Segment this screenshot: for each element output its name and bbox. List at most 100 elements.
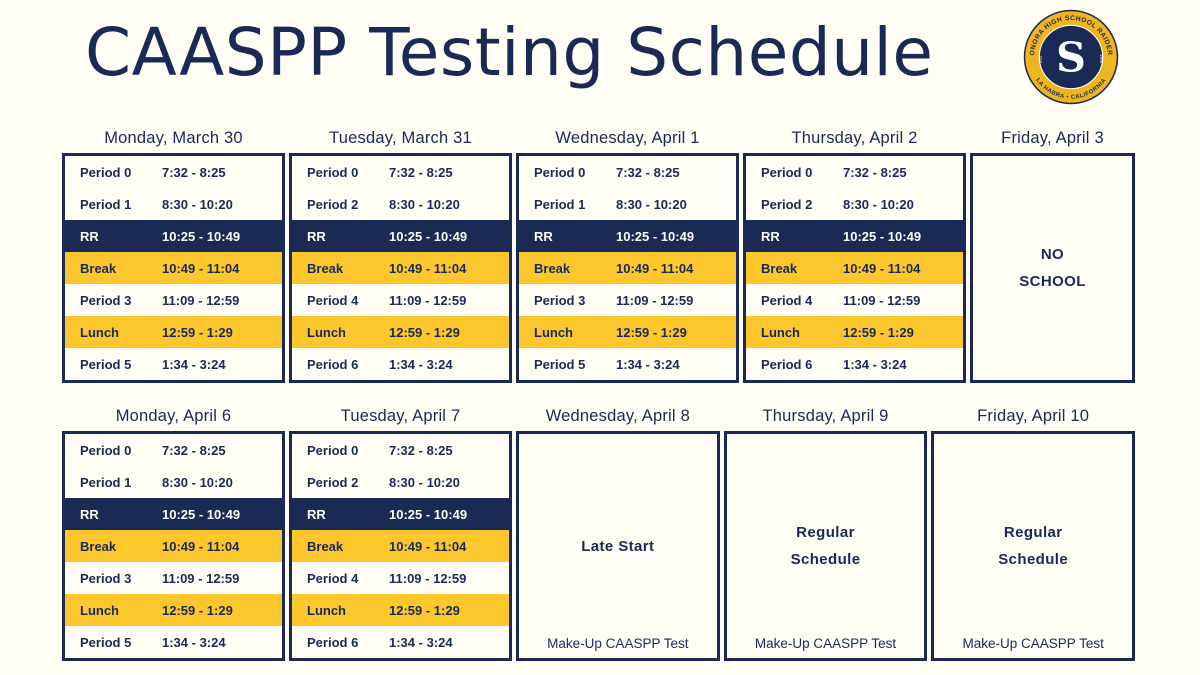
schedule-row: Period 2 8:30 - 10:20 xyxy=(292,188,509,220)
period-label: RR xyxy=(534,228,553,244)
title-row: CAASPP Testing Schedule SONORA HIGH SCHO… xyxy=(0,0,1200,120)
period-label: Period 1 xyxy=(80,474,132,490)
period-label: Period 6 xyxy=(307,356,359,372)
day-header: Thursday, April 2 xyxy=(791,129,918,147)
schedule-row: Break 10:49 - 11:04 xyxy=(292,252,509,284)
schedule-row: Period 4 11:09 - 12:59 xyxy=(292,284,509,316)
schedule-row: RR 10:25 - 10:49 xyxy=(292,498,509,530)
period-time: 12:59 - 1:29 xyxy=(389,324,460,340)
day-header: Wednesday, April 1 xyxy=(555,129,700,147)
school-logo-badge: SONORA HIGH SCHOOL RAIDERS LA HABRA • CA… xyxy=(1023,9,1119,105)
period-time: 1:34 - 3:24 xyxy=(389,356,453,372)
note-footer: Make-Up CAASPP Test xyxy=(962,636,1104,651)
schedule-table: Period 0 7:32 - 8:25 Period 1 8:30 - 10:20 R… xyxy=(516,153,739,383)
schedule-table: Period 0 7:32 - 8:25 Period 2 8:30 - 10:20 R… xyxy=(289,431,512,661)
period-label: Period 0 xyxy=(307,164,359,180)
period-label: Period 6 xyxy=(761,356,813,372)
period-label: Period 3 xyxy=(80,292,132,308)
period-time: 7:32 - 8:25 xyxy=(843,164,907,180)
schedule-row: Period 6 1:34 - 3:24 xyxy=(746,348,963,380)
period-label: Period 0 xyxy=(80,164,132,180)
school-logo: SONORA HIGH SCHOOL RAIDERS LA HABRA • CA… xyxy=(1023,9,1119,105)
week-row-1: Monday, March 30 Period 0 7:32 - 8:25 Perio… xyxy=(62,128,1135,383)
period-time: 12:59 - 1:29 xyxy=(616,324,687,340)
period-time: 10:25 - 10:49 xyxy=(162,228,241,244)
period-label: Period 0 xyxy=(761,164,813,180)
period-time: 7:32 - 8:25 xyxy=(162,442,226,458)
schedule-row: Period 2 8:30 - 10:20 xyxy=(292,466,509,498)
period-label: Period 5 xyxy=(80,356,132,372)
day-column: Friday, April 3 NO SCHOOL xyxy=(970,128,1135,383)
schedule-row: Lunch 12:59 - 1:29 xyxy=(65,594,282,626)
period-time: 11:09 - 12:59 xyxy=(162,292,240,308)
schedule-table: Period 0 7:32 - 8:25 Period 2 8:30 - 10:20 R… xyxy=(743,153,966,383)
schedule-row: Period 0 7:32 - 8:25 xyxy=(519,156,736,188)
logo-letter: S xyxy=(1056,32,1086,81)
schedule-row: Period 1 8:30 - 10:20 xyxy=(65,466,282,498)
logo-est-year: 1966 xyxy=(1099,54,1104,64)
day-column: Monday, April 6 Period 0 7:32 - 8:25 Period… xyxy=(62,406,285,661)
period-time: 11:09 - 12:59 xyxy=(162,570,240,586)
period-time: 8:30 - 10:20 xyxy=(616,196,687,212)
period-time: 8:30 - 10:20 xyxy=(162,196,233,212)
note-label: Regular Schedule xyxy=(791,519,861,573)
period-label: RR xyxy=(307,228,326,244)
page-title: CAASPP Testing Schedule xyxy=(85,14,934,91)
schedule-row: RR 10:25 - 10:49 xyxy=(292,220,509,252)
note-line: SCHOOL xyxy=(1019,273,1086,290)
period-label: Lunch xyxy=(534,324,573,340)
day-header: Monday, March 30 xyxy=(104,129,243,147)
period-label: Break xyxy=(761,260,798,276)
period-label: Period 4 xyxy=(307,292,359,308)
period-label: Period 5 xyxy=(534,356,586,372)
schedule-row: Period 5 1:34 - 3:24 xyxy=(65,348,282,380)
period-label: Break xyxy=(307,538,344,554)
period-time: 12:59 - 1:29 xyxy=(162,324,233,340)
period-time: 10:49 - 11:04 xyxy=(843,260,921,276)
schedule-row: Period 4 11:09 - 12:59 xyxy=(292,562,509,594)
period-label: Lunch xyxy=(307,324,346,340)
note-line: Regular xyxy=(1003,524,1063,541)
period-label: Period 0 xyxy=(80,442,132,458)
schedule-table: Period 0 7:32 - 8:25 Period 1 8:30 - 10:20 R… xyxy=(62,431,285,661)
period-time: 10:49 - 11:04 xyxy=(162,538,240,554)
schedule-row: Period 0 7:32 - 8:25 xyxy=(746,156,963,188)
period-time: 7:32 - 8:25 xyxy=(389,164,453,180)
period-label: RR xyxy=(80,506,99,522)
schedule-row: Period 5 1:34 - 3:24 xyxy=(519,348,736,380)
day-column: Friday, April 10 Regular Schedule Make-Up C… xyxy=(931,406,1136,661)
period-label: Period 4 xyxy=(307,570,359,586)
period-label: Break xyxy=(80,260,117,276)
period-time: 7:32 - 8:25 xyxy=(389,442,453,458)
day-header: Monday, April 6 xyxy=(115,407,232,425)
period-label: RR xyxy=(80,228,99,244)
schedule-row: Period 2 8:30 - 10:20 xyxy=(746,188,963,220)
period-time: 10:25 - 10:49 xyxy=(162,506,241,522)
note-label: NO SCHOOL xyxy=(1019,241,1086,295)
period-label: RR xyxy=(761,228,780,244)
period-label: Period 5 xyxy=(80,634,132,650)
note-line: Schedule xyxy=(998,551,1069,568)
period-label: RR xyxy=(307,506,326,522)
period-time: 1:34 - 3:24 xyxy=(843,356,907,372)
period-time: 12:59 - 1:29 xyxy=(389,602,460,618)
schedule-row: Lunch 12:59 - 1:29 xyxy=(519,316,736,348)
period-label: Period 0 xyxy=(534,164,586,180)
schedule-row: RR 10:25 - 10:49 xyxy=(519,220,736,252)
note-line: Regular xyxy=(796,524,855,541)
period-label: Period 2 xyxy=(307,196,359,212)
period-time: 11:09 - 12:59 xyxy=(389,570,467,586)
schedule-row: RR 10:25 - 10:49 xyxy=(746,220,963,252)
note-box: NO SCHOOL xyxy=(970,153,1135,383)
day-column: Wednesday, April 1 Period 0 7:32 - 8:25 Per… xyxy=(516,128,739,383)
schedule-row: Break 10:49 - 11:04 xyxy=(746,252,963,284)
period-label: Lunch xyxy=(307,602,346,618)
logo-inner-circle xyxy=(1038,24,1104,90)
schedule-row: Period 3 11:09 - 12:59 xyxy=(65,562,282,594)
schedule-row: Period 0 7:32 - 8:25 xyxy=(292,434,509,466)
period-time: 10:25 - 10:49 xyxy=(843,228,922,244)
period-time: 10:49 - 11:04 xyxy=(389,260,467,276)
note-footer: Make-Up CAASPP Test xyxy=(547,636,689,651)
schedule-row: Period 6 1:34 - 3:24 xyxy=(292,348,509,380)
period-label: Period 2 xyxy=(761,196,813,212)
